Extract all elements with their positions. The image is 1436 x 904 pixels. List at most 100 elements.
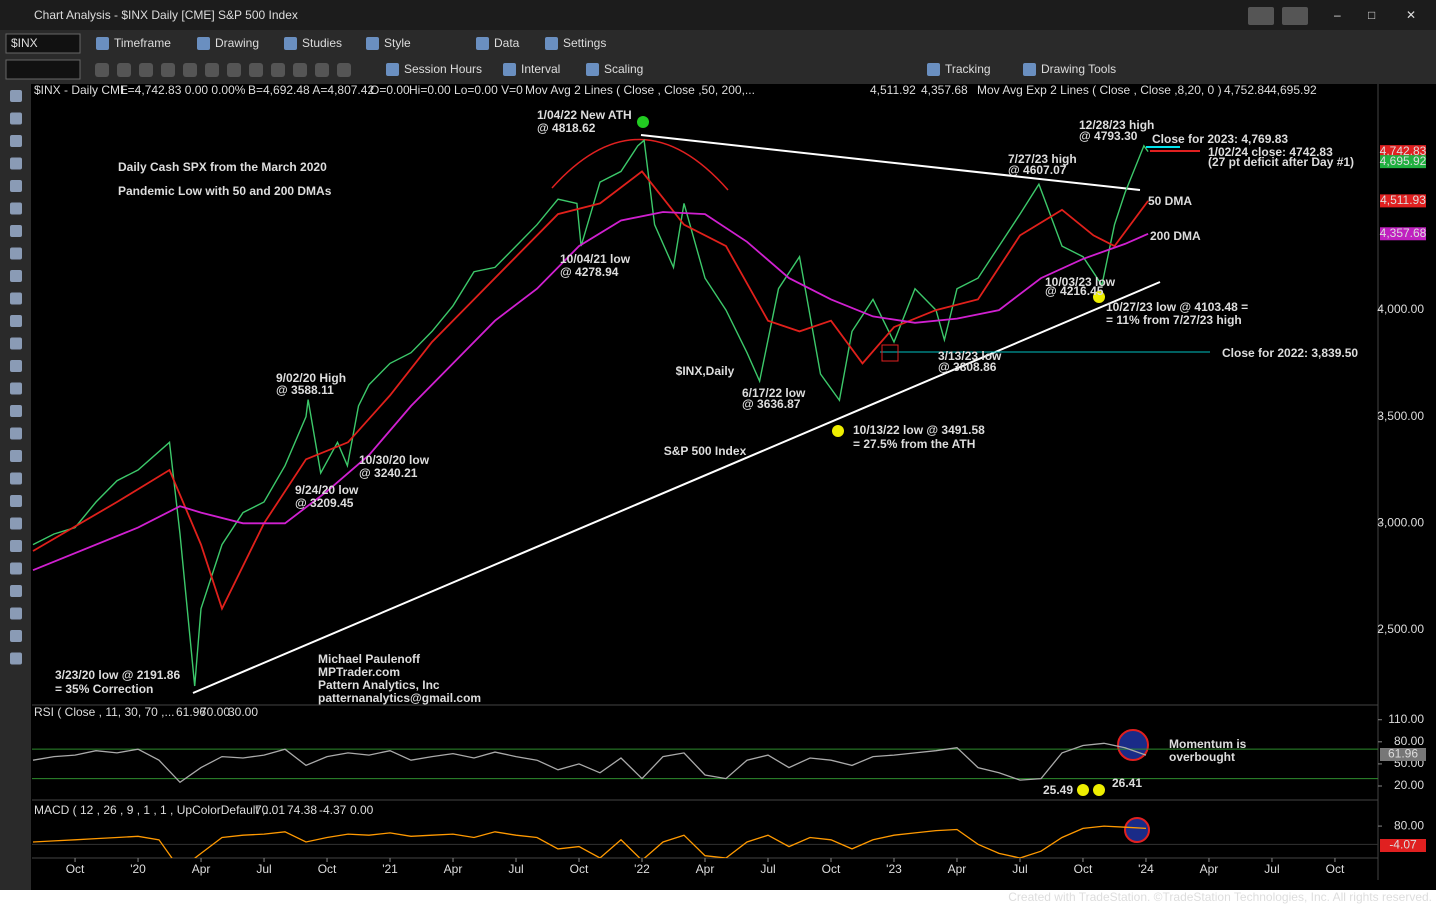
macd-legend: MACD ( 12 , 26 , 9 , 1 , 1 , UpColorDefa… <box>34 803 275 817</box>
minimize-button[interactable]: – <box>1334 8 1341 22</box>
annotation: = 35% Correction <box>55 682 153 696</box>
annotation: @ 4818.62 <box>537 121 596 135</box>
toolbar-icon <box>315 63 329 77</box>
tool-icon <box>10 315 22 327</box>
macd-legend: -4.37 <box>319 803 347 817</box>
close-button[interactable]: ✕ <box>1406 8 1416 22</box>
info-text: B=4,692.48 A=4,807.42 <box>248 83 374 97</box>
marker <box>832 425 844 437</box>
rsi-legend: RSI ( Close , 11, 30, 70 ,... <box>34 705 175 719</box>
title-bar <box>0 0 1436 30</box>
value-box-label: -4.07 <box>1389 838 1417 852</box>
rsi-legend: 30.00 <box>228 705 258 719</box>
tool-icon <box>10 180 22 192</box>
interval-box[interactable] <box>5 59 81 80</box>
toolbar-button[interactable]: Scaling <box>604 62 643 76</box>
toolbar-button[interactable]: Drawing Tools <box>1041 62 1116 76</box>
toolbar-button[interactable]: Data <box>494 36 520 50</box>
annotation: @ 3808.86 <box>938 360 997 374</box>
toolbar-button[interactable]: Timeframe <box>114 36 171 50</box>
footer-text: Created with TradeStation. ©TradeStation… <box>1008 890 1432 904</box>
value-box <box>1380 839 1426 852</box>
info-text: Hi=0.00 Lo=0.00 V=0 <box>409 83 523 97</box>
x-tick-label: Apr <box>948 862 967 876</box>
price-label: 4,695.92 <box>1380 154 1427 168</box>
plot-group <box>32 138 1149 687</box>
toolbar-button[interactable]: Tracking <box>945 62 991 76</box>
footer-bar <box>0 890 1436 904</box>
toolbar-icon <box>117 63 131 77</box>
y-tick-label: 4,000.00 <box>1377 302 1424 316</box>
plot-group: $INX,Daily S&P 500 Index <box>664 364 747 458</box>
rsi-note: overbought <box>1169 750 1235 764</box>
annotation: 3/23/20 low @ 2191.86 <box>55 668 180 682</box>
toolbar-icon <box>271 63 285 77</box>
tool-icon <box>10 202 22 215</box>
annotation: @ 4607.07 <box>1008 163 1067 177</box>
info-text: 4,357.68 <box>921 83 968 97</box>
toolbar-icon <box>927 63 940 76</box>
annotation: 10/04/21 low <box>560 252 631 266</box>
watermark: $INX,Daily <box>676 364 735 378</box>
toolbar-button[interactable]: Interval <box>521 62 560 76</box>
plot-group <box>32 742 1378 784</box>
toolbar-button[interactable]: Settings <box>563 36 606 50</box>
toolbar-icon <box>197 37 210 50</box>
macd-legend: 70.01 <box>255 803 285 817</box>
toolbar-button[interactable]: Drawing <box>215 36 259 50</box>
tool-icon <box>10 112 22 125</box>
info-text: Mov Avg Exp 2 Lines ( Close , Close ,8,2… <box>977 83 1222 97</box>
y-tick-label: 2,500.00 <box>1377 622 1424 636</box>
annotation: = 11% from 7/27/23 high <box>1106 313 1242 327</box>
tool-icon <box>10 652 22 665</box>
tool-icon <box>10 292 22 305</box>
annotation: 6/17/22 low <box>742 386 806 400</box>
annotation: 3/13/23 low <box>938 349 1002 363</box>
annotation: @ 4278.94 <box>560 265 619 279</box>
maximize-button[interactable]: □ <box>1368 8 1375 22</box>
value-box-label: 61.96 <box>1388 747 1418 761</box>
x-tick-label: '22 <box>634 862 650 876</box>
toolbar-button[interactable]: Studies <box>302 36 342 50</box>
tool-icon <box>10 495 22 507</box>
toolbar-icon <box>476 37 489 50</box>
symbol: $INX <box>11 36 38 50</box>
toolbar-icon <box>205 63 219 77</box>
toolbar-icon <box>95 63 109 77</box>
annotation: 10/27/23 low @ 4103.48 = <box>1106 300 1248 314</box>
annotation: @ 4216.45 <box>1045 284 1104 298</box>
tool-icon <box>10 337 22 350</box>
tool-icon <box>10 607 22 620</box>
trendline <box>640 134 1141 191</box>
rsi-line <box>32 742 1147 784</box>
toolbar-button[interactable]: Session Hours <box>404 62 482 76</box>
annotation: Pandemic Low with 50 and 200 DMAs <box>118 184 332 198</box>
rsi-note: Momentum is <box>1169 737 1247 751</box>
info-text: Mov Avg 2 Lines ( Close , Close ,50, 200… <box>525 83 755 97</box>
annotation: 1/04/22 New ATH <box>537 108 632 122</box>
symbol-box[interactable] <box>5 33 81 54</box>
x-tick-label: Apr <box>696 862 715 876</box>
annotation: 7/27/23 high <box>1008 152 1077 166</box>
window-button[interactable] <box>1248 7 1274 25</box>
window-button[interactable] <box>1282 7 1308 25</box>
toolbar-icon <box>366 37 379 50</box>
tool-icon <box>10 562 22 575</box>
series-line <box>32 211 1149 572</box>
x-tick-label: '21 <box>382 862 398 876</box>
x-tick-label: Jul <box>760 862 775 876</box>
y-tick-label: 3,000.00 <box>1377 515 1424 529</box>
toolbar-icon <box>293 63 307 77</box>
toolbar-icon <box>161 63 175 77</box>
rsi-mark: 25.49 <box>1043 783 1073 797</box>
toolbar-icon <box>284 37 297 50</box>
toolbar-button[interactable]: Style <box>384 36 411 50</box>
x-tick-label: Apr <box>1200 862 1219 876</box>
y-tick-label: 20.00 <box>1394 778 1424 792</box>
annotation: 10/03/23 low <box>1045 275 1116 289</box>
annotation: 9/02/20 High <box>276 371 346 385</box>
y-tick-label: 80.00 <box>1394 818 1424 832</box>
toolbar-icon <box>503 63 516 76</box>
x-tick-label: Oct <box>1074 862 1093 876</box>
